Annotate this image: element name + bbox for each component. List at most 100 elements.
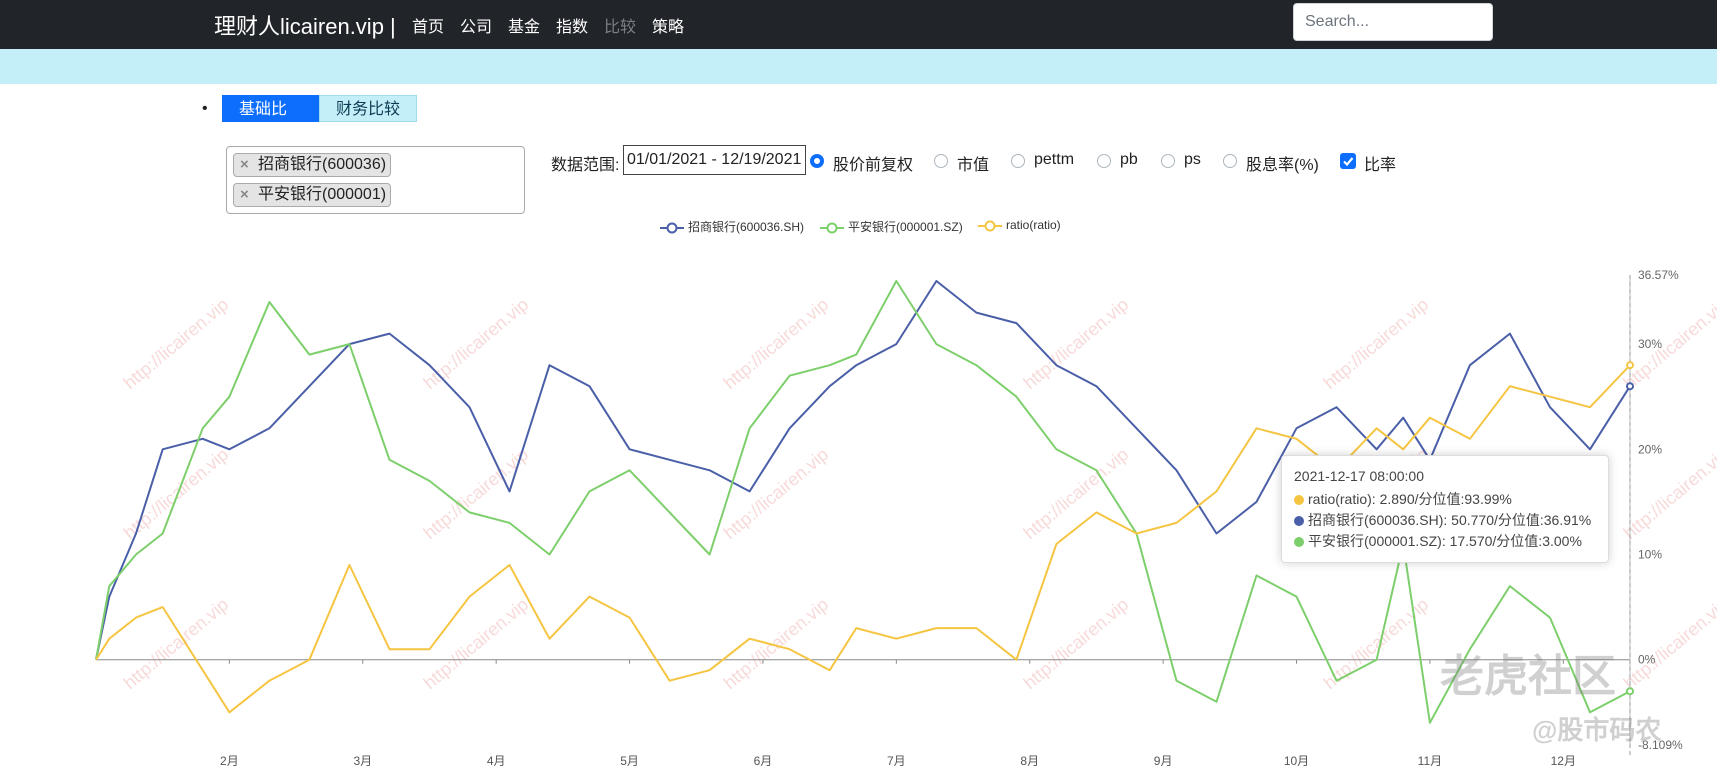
option-label: pettm (1034, 151, 1075, 168)
info-banner (0, 49, 1717, 84)
watermark-text: http://licairen.vip (1020, 594, 1132, 693)
tooltip-row: ratio(ratio): 2.890/分位值:93.99% (1294, 489, 1596, 510)
legend-item[interactable]: 平安银行(000001.SZ) (820, 218, 963, 235)
watermark-text: http://licairen.vip (720, 444, 832, 543)
top-navbar: 理财人licairen.vip | 首页 公司 基金 指数 比较 策略 Sear… (0, 0, 1717, 49)
chip-label: 平安银行(000001) (258, 186, 387, 203)
radio-ps[interactable] (1161, 154, 1175, 168)
tooltip-text: 平安银行(000001.SZ): 17.570/分位值:3.00% (1308, 533, 1582, 549)
date-range-input[interactable]: 01/01/2021 - 12/19/2021 (623, 145, 806, 175)
x-tick-label: 11月 (1418, 754, 1442, 768)
x-tick-label: 2月 (220, 754, 239, 768)
x-tick-label: 3月 (353, 754, 372, 768)
watermark-text: http://licairen.vip (120, 294, 232, 393)
watermark-text: http://licairen.vip (1620, 294, 1717, 393)
chart-tooltip: 2021-12-17 08:00:00 ratio(ratio): 2.890/… (1281, 455, 1609, 563)
legend-label: ratio(ratio) (1006, 218, 1061, 232)
x-tick-label: 4月 (487, 754, 506, 768)
option-label: pb (1120, 151, 1138, 168)
y-tick-label: 36.57% (1638, 268, 1679, 282)
watermark-text: http://licairen.vip (120, 594, 232, 693)
author-watermark: @股市码农 (1532, 715, 1662, 745)
remove-icon[interactable]: × (240, 186, 249, 203)
radio-market-cap[interactable] (934, 154, 948, 168)
series-end-point (1626, 687, 1634, 696)
list-bullet: • (202, 100, 208, 117)
series-end-point (1626, 382, 1634, 391)
search-input[interactable]: Search... (1293, 3, 1493, 41)
nav-index[interactable]: 指数 (556, 19, 589, 36)
tab-financial-compare[interactable]: 财务比较 (319, 95, 417, 122)
option-label: 股息率(%) (1246, 157, 1319, 174)
watermark-text: http://licairen.vip (1620, 444, 1717, 543)
tooltip-text: 招商银行(600036.SH): 50.770/分位值:36.91% (1308, 512, 1592, 528)
series-dot-icon (1294, 495, 1304, 506)
x-tick-label: 7月 (887, 754, 906, 768)
x-tick-label: 6月 (754, 754, 773, 768)
nav-home[interactable]: 首页 (412, 19, 445, 36)
tooltip-title: 2021-12-17 08:00:00 (1294, 468, 1424, 484)
watermark-text: http://licairen.vip (1620, 240, 1717, 243)
option-label: 股价前复权 (833, 157, 914, 174)
watermark-text: http://licairen.vip (420, 294, 532, 393)
watermark-text: http://licairen.vip (1320, 240, 1432, 243)
watermark-text: http://licairen.vip (720, 240, 832, 243)
watermark-text: http://licairen.vip (120, 444, 232, 543)
y-tick-label: 10% (1638, 548, 1662, 562)
x-tick-label: 9月 (1154, 754, 1173, 768)
x-tick-label: 12月 (1551, 754, 1576, 768)
watermark-text: http://licairen.vip (120, 240, 232, 243)
radio-pb[interactable] (1097, 154, 1111, 168)
watermark-text: http://licairen.vip (1320, 294, 1432, 393)
legend-label: 平安银行(000001.SZ) (848, 220, 963, 234)
tab-basic-compare[interactable]: 基础比较 (222, 95, 319, 145)
stock-multiselect[interactable]: × 招商银行(600036) × 平安银行(000001) (226, 146, 525, 214)
series-line-2 (95, 364, 1631, 714)
tooltip-row: 平安银行(000001.SZ): 17.570/分位值:3.00% (1294, 531, 1596, 552)
legend-marker-icon (820, 222, 844, 234)
legend-item[interactable]: ratio(ratio) (978, 218, 1061, 232)
nav-company[interactable]: 公司 (460, 19, 493, 36)
option-label: 市值 (957, 157, 990, 174)
nav-fund[interactable]: 基金 (508, 19, 541, 36)
y-tick-label: 20% (1638, 442, 1662, 456)
chip-label: 招商银行(600036) (258, 156, 387, 173)
nav-compare[interactable]: 比较 (604, 19, 637, 36)
y-tick-label: 0% (1638, 653, 1656, 667)
series-line-1 (95, 280, 1631, 724)
selected-stock-chip: × 平安银行(000001) (233, 183, 392, 207)
series-line-0 (95, 280, 1631, 660)
selected-stock-chip: × 招商银行(600036) (233, 153, 392, 177)
site-brand[interactable]: 理财人licairen.vip | (214, 14, 396, 39)
y-tick-label: 30% (1638, 337, 1662, 351)
radio-pettm[interactable] (1011, 154, 1025, 168)
y-tick-label: -8.109% (1638, 738, 1683, 752)
option-label: ps (1184, 151, 1201, 168)
nav-strategy[interactable]: 策略 (652, 19, 685, 36)
x-tick-label: 10月 (1284, 754, 1309, 768)
watermark-text: http://licairen.vip (720, 294, 832, 393)
series-end-point (1626, 361, 1634, 370)
watermark-text: http://licairen.vip (720, 594, 832, 693)
option-label: 比率 (1364, 157, 1397, 174)
radio-dividend[interactable] (1223, 154, 1237, 168)
series-dot-icon (1294, 516, 1304, 527)
tiger-community-logo: 老虎社区 (1440, 652, 1616, 701)
watermark-text: http://licairen.vip (1020, 240, 1132, 243)
x-tick-label: 5月 (620, 754, 639, 768)
tooltip-text: ratio(ratio): 2.890/分位值:93.99% (1308, 491, 1512, 507)
legend-marker-icon (978, 220, 1002, 232)
series-dot-icon (1294, 537, 1304, 548)
legend-item[interactable]: 招商银行(600036.SH) (660, 218, 804, 235)
watermark-text: http://licairen.vip (1320, 594, 1432, 693)
remove-icon[interactable]: × (240, 156, 249, 173)
legend-label: 招商银行(600036.SH) (688, 220, 805, 234)
radio-price[interactable] (810, 154, 824, 168)
date-range-label: 数据范围: (551, 157, 620, 174)
watermark-text: http://licairen.vip (420, 594, 532, 693)
tooltip-row: 招商银行(600036.SH): 50.770/分位值:36.91% (1294, 510, 1596, 531)
watermark-text: http://licairen.vip (420, 240, 532, 243)
watermark-text: http://licairen.vip (1620, 594, 1717, 693)
checkbox-ratio[interactable] (1340, 153, 1356, 169)
legend-marker-icon (660, 222, 684, 234)
